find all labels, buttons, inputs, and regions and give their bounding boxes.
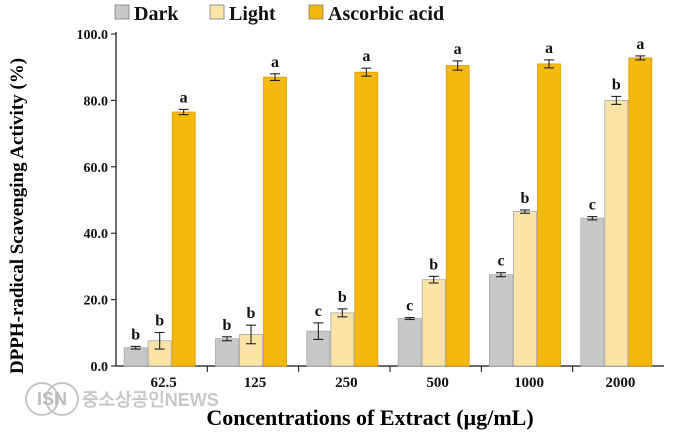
significance-label: c bbox=[589, 197, 596, 214]
legend-swatch-light bbox=[209, 4, 225, 20]
bar-ascorbic-acid-500 bbox=[445, 65, 470, 367]
significance-label: b bbox=[155, 312, 164, 329]
bar-ascorbic-acid-62.5 bbox=[171, 111, 196, 367]
y-tick-label: 80.0 bbox=[84, 94, 109, 109]
bar-light-250 bbox=[330, 312, 355, 367]
significance-label: b bbox=[338, 289, 347, 306]
x-tick-label: 125 bbox=[244, 375, 267, 391]
legend-swatch-dark bbox=[114, 4, 130, 20]
bar-light-2000 bbox=[604, 100, 629, 367]
significance-label: c bbox=[497, 253, 504, 270]
bar-light-500 bbox=[421, 279, 446, 367]
y-axis-title: DPPH-radical Scavenging Activity (%) bbox=[7, 58, 28, 374]
bar-dark-500 bbox=[397, 318, 422, 367]
significance-label: a bbox=[636, 36, 644, 53]
significance-label: a bbox=[180, 89, 188, 106]
y-tick-label: 100.0 bbox=[77, 28, 109, 43]
legend-label-dark: Dark bbox=[134, 3, 179, 25]
watermark: ISN 중소상공인NEWS bbox=[25, 382, 219, 416]
legend-label-light: Light bbox=[229, 3, 276, 25]
significance-label: b bbox=[131, 326, 140, 343]
bar-dark-125 bbox=[215, 338, 239, 367]
bar-ascorbic-acid-125 bbox=[263, 76, 287, 367]
bars bbox=[123, 55, 653, 367]
x-tick-label: 1000 bbox=[514, 375, 544, 391]
legend-swatch-ascorbic-acid bbox=[308, 4, 324, 20]
x-tick-label: 250 bbox=[335, 375, 358, 391]
x-tick-label: 2000 bbox=[605, 375, 635, 391]
legend: Dark Light Ascorbic acid bbox=[114, 3, 444, 25]
significance-label: c bbox=[406, 298, 413, 315]
x-tick-label: 500 bbox=[426, 375, 449, 391]
significance-label: b bbox=[521, 190, 530, 207]
x-axis-title: Concentrations of Extract (µg/mL) bbox=[206, 405, 533, 430]
bar-ascorbic-acid-250 bbox=[354, 71, 379, 367]
significance-label: a bbox=[271, 54, 279, 71]
watermark-text: 중소상공인NEWS bbox=[82, 390, 219, 410]
significance-label: a bbox=[362, 48, 370, 65]
y-tick-label: 20.0 bbox=[84, 294, 109, 309]
watermark-logo: ISN bbox=[37, 389, 67, 409]
significance-label: b bbox=[223, 317, 232, 334]
bar-dark-1000 bbox=[489, 274, 513, 367]
bar-dark-2000 bbox=[580, 217, 605, 367]
bar-ascorbic-acid-1000 bbox=[537, 63, 561, 367]
bar-ascorbic-acid-2000 bbox=[628, 57, 653, 367]
significance-label: a bbox=[454, 41, 462, 58]
legend-label-ascorbic-acid: Ascorbic acid bbox=[328, 3, 444, 25]
significance-label: b bbox=[247, 305, 256, 322]
significance-label: b bbox=[612, 76, 621, 93]
significance-label: b bbox=[429, 256, 438, 273]
significance-label: c bbox=[315, 303, 322, 320]
bar-dark-62.5 bbox=[123, 347, 148, 367]
y-tick-label: 0.0 bbox=[91, 360, 109, 375]
axes: 0.0 20.0 40.0 60.0 80.0 100.0 62.5 125 250 500 100… bbox=[77, 28, 664, 391]
y-tick-label: 40.0 bbox=[84, 227, 109, 242]
x-tick-label: 62.5 bbox=[151, 375, 177, 391]
bar-light-1000 bbox=[513, 211, 537, 367]
y-tick-label: 60.0 bbox=[84, 161, 109, 176]
significance-label: a bbox=[545, 40, 553, 57]
